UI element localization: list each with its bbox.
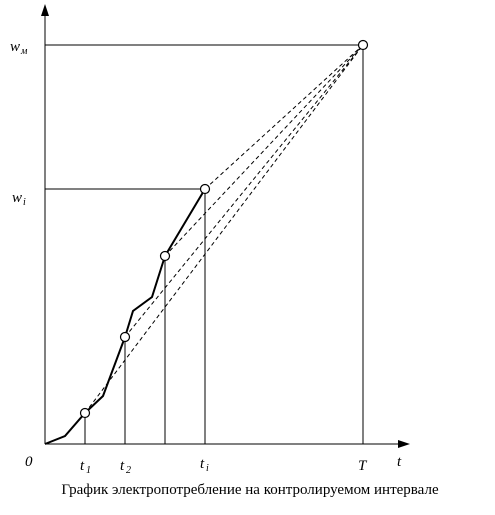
t1-sub: 1 xyxy=(86,465,91,476)
forecast-line xyxy=(204,44,364,190)
w-max-label: w xyxy=(10,39,20,55)
t-axis-label: t xyxy=(397,454,402,470)
t1-label: t xyxy=(80,458,85,474)
point xyxy=(199,183,211,195)
point xyxy=(159,250,171,262)
y-arrow xyxy=(41,4,49,16)
point xyxy=(357,39,369,51)
forecast-line xyxy=(84,44,364,414)
forecast-line xyxy=(124,44,364,338)
t-i-label: t xyxy=(200,456,205,472)
x-arrow xyxy=(398,440,410,448)
t2-sub: 2 xyxy=(126,465,131,476)
point xyxy=(79,407,91,419)
w-max-sub: м xyxy=(20,46,28,57)
forecast-line xyxy=(164,44,364,257)
point xyxy=(119,331,131,343)
w-i-label: w xyxy=(12,190,22,206)
t2-label: t xyxy=(120,458,125,474)
origin-label: 0 xyxy=(25,454,33,470)
w-i-sub: i xyxy=(23,197,26,208)
t-i-sub: i xyxy=(206,463,209,474)
caption: График электропотребление на контролируе… xyxy=(61,482,439,498)
T-label: T xyxy=(358,458,368,474)
